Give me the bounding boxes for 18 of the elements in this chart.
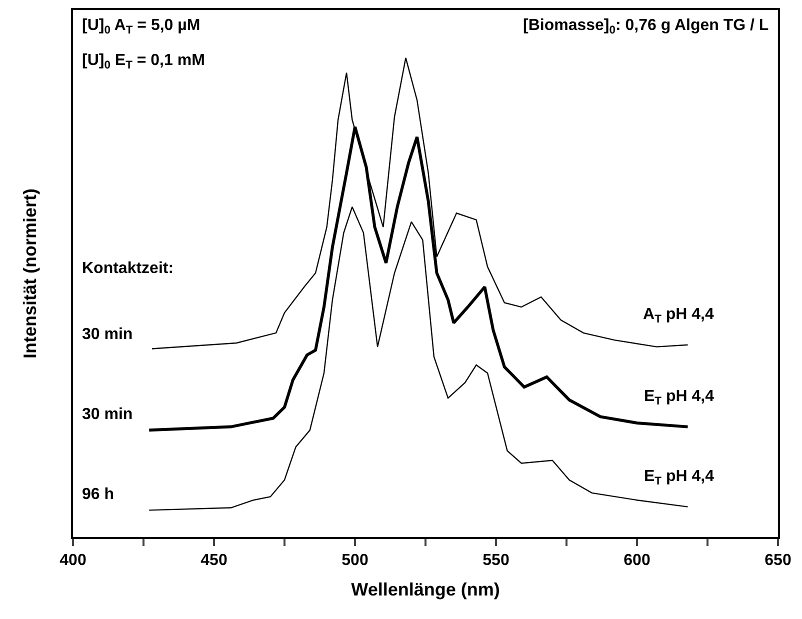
x-tick-label: 500 (342, 552, 368, 569)
y-axis-title: Intensität (normiert) (20, 188, 40, 359)
text: [Biomasse]$_{0}$: 0,76 g Algen TG / L (523, 17, 769, 36)
annotation: 96 h (82, 486, 114, 503)
series-label: E$_{T}$ pH 4,4 (644, 388, 714, 408)
x-tick-label: 550 (482, 552, 510, 569)
annotation: 30 min (82, 406, 133, 423)
x-axis-title: Wellenlänge (nm) (351, 580, 500, 600)
text: [U]$_{0}$ A$_{T}$ = 5,0 µM (82, 17, 200, 36)
x-tick-label: 650 (764, 552, 792, 569)
x-tick-label: 600 (624, 552, 650, 569)
annotation: [U]$_{0}$ E$_{T}$ = 0,1 mM (82, 52, 205, 72)
series-label: A$_{T}$ pH 4,4 (643, 306, 714, 326)
annotation: Kontaktzeit: (82, 260, 174, 277)
series-label: E$_{T}$ pH 4,4 (644, 468, 714, 488)
annotation: 30 min (82, 326, 133, 343)
x-tick-label: 450 (200, 552, 228, 569)
x-tick-label: 400 (60, 552, 86, 569)
